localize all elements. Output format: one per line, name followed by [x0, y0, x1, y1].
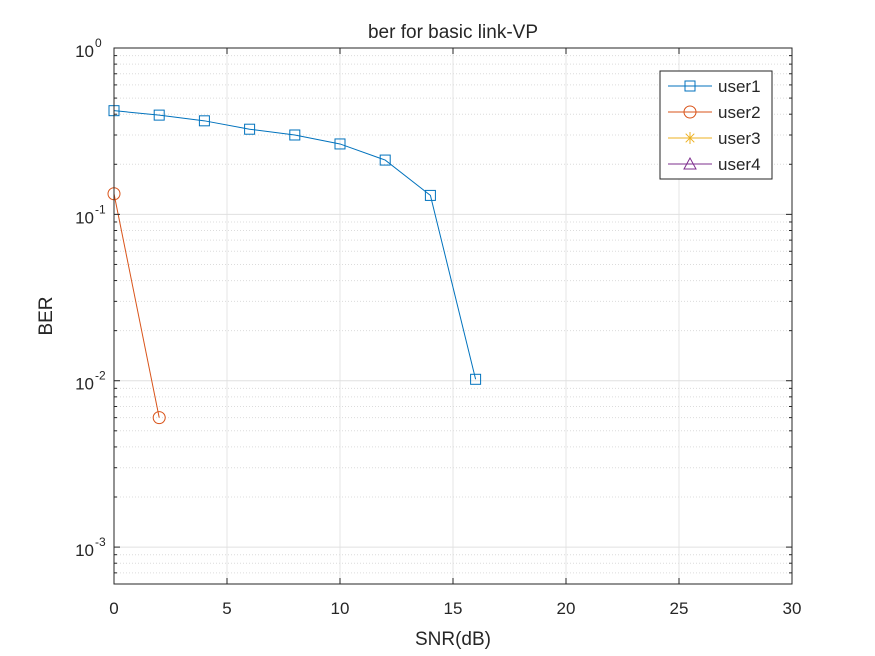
x-axis-label: SNR(dB)	[415, 629, 491, 650]
legend-entry-user4: user4	[668, 155, 761, 174]
legend-label-user2: user2	[718, 103, 761, 122]
legend-label-user1: user1	[718, 77, 761, 96]
y-tick-base: 10	[75, 42, 94, 61]
data-point-user1-2	[198, 115, 210, 127]
legend-label-user4: user4	[718, 155, 761, 174]
y-tick-exponent: -2	[95, 369, 106, 383]
series-line-user1	[113, 110, 477, 380]
legend-box	[659, 70, 773, 180]
legend-entry-user2: user2	[668, 103, 761, 122]
y-tick-label-0: 10 0	[75, 36, 102, 61]
data-point-user1-3	[244, 123, 256, 135]
y-tick-label-2: 10 -2	[75, 369, 106, 394]
series-user1	[108, 105, 482, 385]
legend-marker-user3	[684, 132, 696, 144]
legend-entry-user1: user1	[668, 77, 761, 96]
y-tick-base: 10	[75, 541, 94, 560]
data-point-user1-1	[153, 109, 165, 121]
legend-label-user3: user3	[718, 129, 761, 148]
y-tick-label-1: 10 -1	[75, 202, 106, 227]
x-tick-labels: 0 5 10 15 20 25 30	[109, 599, 801, 618]
series-line-user2	[113, 193, 160, 418]
data-point-user2-1	[152, 411, 166, 425]
y-tick-label-3: 10 -3	[75, 535, 106, 560]
x-tick-label-3: 15	[444, 599, 463, 618]
y-axis-label: BER	[36, 296, 57, 335]
legend: user1 user2 user3 user4	[659, 70, 773, 180]
y-tick-base: 10	[75, 375, 94, 394]
y-tick-exponent: -3	[95, 535, 106, 549]
y-tick-exponent: 0	[95, 36, 102, 50]
series-layer	[107, 105, 482, 425]
legend-marker-user4	[683, 156, 697, 170]
x-tick-label-4: 20	[557, 599, 576, 618]
data-point-user1-6	[379, 154, 391, 166]
legend-entry-user3: user3	[668, 129, 761, 148]
y-tick-exponent: -1	[95, 202, 106, 216]
data-point-user1-7	[424, 189, 436, 201]
data-point-user1-5	[334, 138, 346, 150]
x-tick-label-0: 0	[109, 599, 118, 618]
x-tick-label-6: 30	[783, 599, 802, 618]
legend-marker-user2	[683, 105, 697, 119]
x-tick-label-5: 25	[670, 599, 689, 618]
tick-marks	[113, 47, 793, 585]
legend-marker-user1	[684, 80, 696, 92]
x-tick-label-1: 5	[222, 599, 231, 618]
data-point-user1-4	[289, 129, 301, 141]
y-tick-base: 10	[75, 208, 94, 227]
data-point-user1-8	[470, 373, 482, 385]
x-tick-label-2: 10	[331, 599, 350, 618]
chart-title: ber for basic link-VP	[368, 22, 538, 43]
